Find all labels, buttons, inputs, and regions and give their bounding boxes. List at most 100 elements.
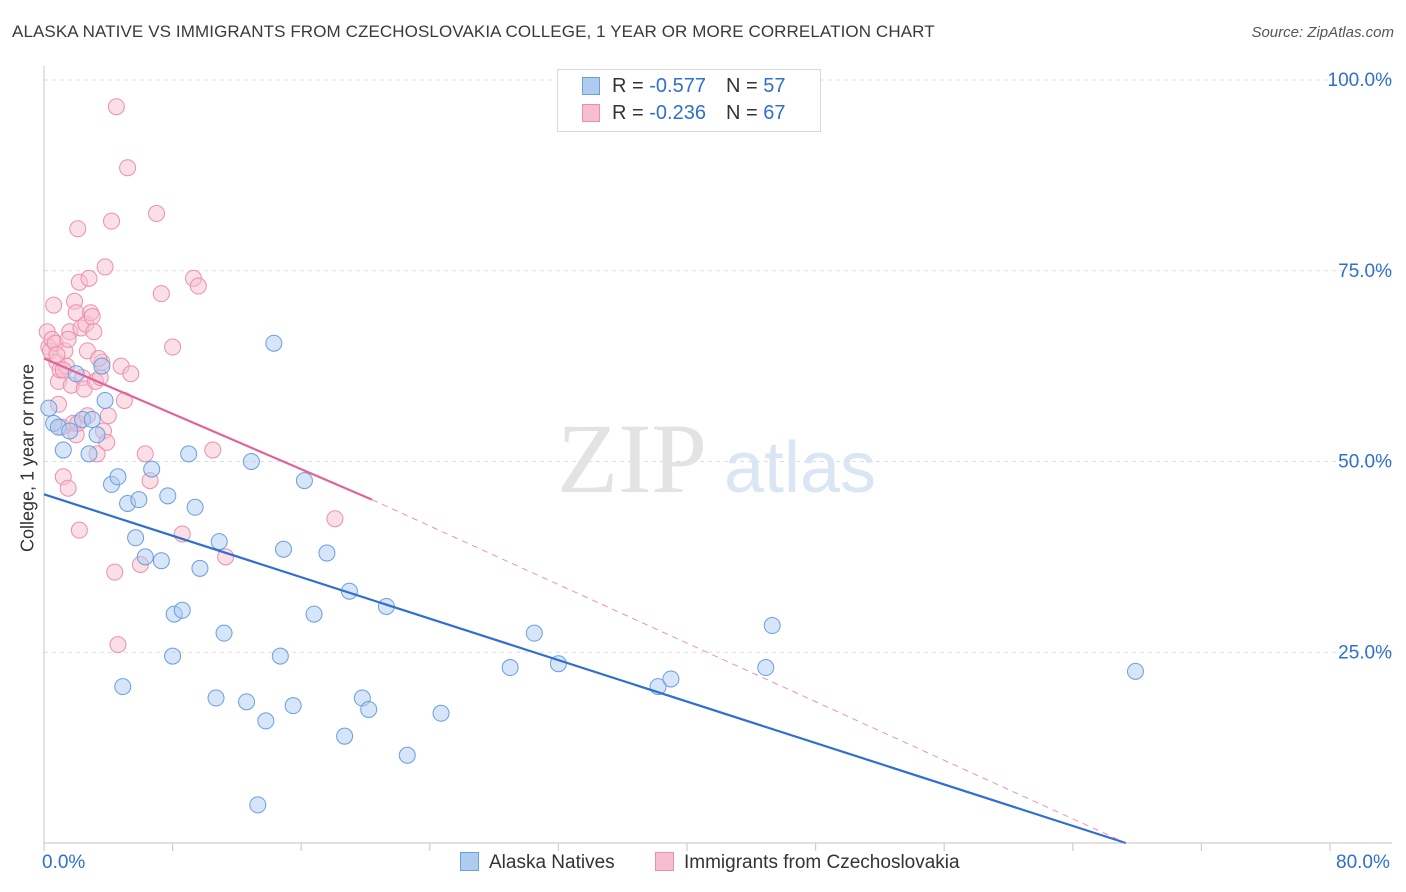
data-point-immigrants (189, 277, 207, 295)
y-tick-labels: 100.0% 75.0% 50.0% 25.0% (1328, 70, 1393, 663)
data-point-immigrants (70, 521, 88, 539)
data-point-immigrants (99, 407, 117, 425)
data-point-alaska-natives (1126, 662, 1144, 680)
data-point-alaska-natives (501, 659, 519, 677)
legend-r-label: R = (612, 75, 644, 97)
data-point-alaska-natives (360, 700, 378, 718)
data-point-immigrants (217, 548, 235, 566)
y-axis-label: College, 1 year or more (17, 363, 38, 553)
data-point-alaska-natives (757, 659, 775, 677)
legend-r-value: -0.236 (649, 102, 706, 124)
data-point-immigrants (109, 636, 127, 654)
data-point-immigrants (152, 285, 170, 303)
data-point-alaska-natives (249, 796, 267, 814)
y-tick-label: 75.0% (1338, 261, 1392, 282)
watermark: ZIP atlas (557, 403, 876, 514)
data-point-alaska-natives (215, 624, 233, 642)
data-point-alaska-natives (238, 693, 256, 711)
data-point-alaska-natives (305, 605, 323, 623)
data-point-alaska-natives (80, 445, 98, 463)
data-point-alaska-natives (96, 391, 114, 409)
grid-lines (44, 79, 1392, 653)
data-point-alaska-natives (173, 601, 191, 619)
data-point-alaska-natives (191, 559, 209, 577)
data-point-immigrants (326, 510, 344, 528)
axes (43, 66, 1392, 851)
legend-row-immigrants: R = -0.236 N = 67 (582, 102, 785, 126)
data-point-alaska-natives (432, 704, 450, 722)
data-point-immigrants (45, 296, 63, 314)
data-point-alaska-natives (88, 426, 106, 444)
legend-r-value: -0.577 (649, 75, 706, 97)
data-point-alaska-natives (127, 529, 145, 547)
data-point-alaska-natives (336, 727, 354, 745)
bottom-legend-swatch-blue (460, 852, 479, 871)
data-point-immigrants (69, 220, 87, 238)
data-point-immigrants (119, 159, 137, 177)
data-point-immigrants (204, 441, 222, 459)
bottom-legend-label: Immigrants from Czechoslovakia (684, 852, 960, 873)
data-point-immigrants (136, 445, 154, 463)
bottom-legend-swatch-pink (655, 852, 674, 871)
y-tick-label: 100.0% (1328, 70, 1393, 91)
x-tick-label-min: 0.0% (42, 852, 86, 873)
data-point-immigrants (96, 258, 114, 276)
data-point-alaska-natives (271, 647, 289, 665)
data-point-alaska-natives (93, 357, 111, 375)
data-point-alaska-natives (40, 399, 58, 417)
data-point-alaska-natives (180, 445, 198, 463)
data-point-immigrants (83, 308, 101, 326)
trend-line-immigrants (43, 357, 373, 501)
trend-line-alaska-natives (43, 493, 1127, 845)
data-point-alaska-natives (207, 689, 225, 707)
data-point-alaska-natives (186, 498, 204, 516)
data-point-alaska-natives (130, 491, 148, 509)
correlation-legend: R = -0.577 N = 57 R = -0.236 N = 67 (557, 69, 821, 132)
data-point-alaska-natives (164, 647, 182, 665)
data-point-alaska-natives (525, 624, 543, 642)
data-point-alaska-natives (257, 712, 275, 730)
chart-title: ALASKA NATIVE VS IMMIGRANTS FROM CZECHOS… (12, 22, 935, 41)
data-point-alaska-natives (284, 697, 302, 715)
legend-swatch-pink (582, 104, 600, 122)
data-point-alaska-natives (109, 468, 127, 486)
data-point-alaska-natives (398, 746, 416, 764)
data-point-immigrants (48, 346, 66, 364)
data-point-alaska-natives (61, 422, 79, 440)
trend-line-immigrants-extended (371, 499, 1127, 844)
legend-n-value: 67 (763, 102, 786, 124)
watermark-atlas: atlas (724, 428, 876, 508)
data-point-immigrants (85, 323, 103, 341)
data-point-alaska-natives (318, 544, 336, 562)
legend-n-label: N = (725, 75, 758, 97)
bottom-legend-label: Alaska Natives (489, 852, 615, 873)
legend-r-label: R = (612, 102, 644, 124)
watermark-zip: ZIP (557, 403, 707, 514)
data-point-alaska-natives (83, 411, 101, 429)
y-tick-label: 50.0% (1338, 452, 1392, 473)
data-point-alaska-natives (136, 548, 154, 566)
data-point-alaska-natives (114, 678, 132, 696)
data-point-alaska-natives (275, 540, 293, 558)
legend-swatch-blue (582, 77, 600, 95)
bottom-legend-immigrants: Immigrants from Czechoslovakia (655, 852, 960, 874)
y-tick-label: 25.0% (1338, 642, 1392, 663)
data-point-immigrants (122, 365, 140, 383)
data-point-alaska-natives (159, 487, 177, 505)
legend-n-value: 57 (763, 75, 786, 97)
data-point-immigrants (148, 205, 166, 223)
data-point-alaska-natives (763, 617, 781, 635)
data-point-alaska-natives (242, 453, 260, 470)
x-tick-label-max: 80.0% (1336, 852, 1390, 873)
data-point-alaska-natives (143, 460, 161, 478)
data-point-alaska-natives (662, 670, 680, 688)
data-point-alaska-natives (152, 552, 170, 570)
legend-row-alaska-natives: R = -0.577 N = 57 (582, 75, 785, 99)
legend-n-label: N = (725, 102, 758, 124)
data-point-alaska-natives (265, 334, 283, 352)
data-point-alaska-natives (295, 472, 313, 490)
data-point-immigrants (103, 212, 121, 230)
alaska-natives-points (40, 334, 1144, 814)
data-point-immigrants (59, 479, 77, 497)
